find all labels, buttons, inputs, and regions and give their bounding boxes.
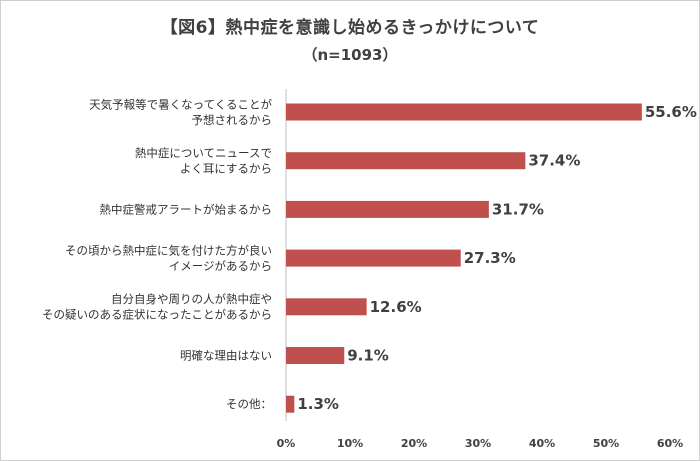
bar	[286, 249, 461, 267]
chart-title: 【図6】熱中症を意識し始めるきっかけについて	[160, 18, 540, 38]
category-label: イメージがあるから	[169, 259, 272, 273]
bar-value-label: 1.3%	[297, 395, 339, 413]
bar-value-label: 9.1%	[347, 347, 389, 365]
x-tick-label: 20%	[401, 437, 427, 450]
category-label: その疑いのある症状になったことがあるから	[42, 308, 272, 322]
bar-value-label: 12.6%	[370, 298, 422, 316]
chart-subtitle: （n=1093）	[302, 46, 398, 64]
category-label: 明確な理由はない	[180, 349, 272, 363]
bar-value-label: 27.3%	[464, 249, 516, 267]
category-label: 自分自身や周りの人が熱中症や	[111, 292, 272, 306]
bar	[286, 347, 345, 364]
category-label: 熱中症警戒アラートが始まるから	[100, 202, 273, 216]
category-label: よく耳にするから	[180, 161, 272, 175]
bar	[286, 298, 367, 316]
bar	[286, 103, 642, 121]
category-label: その頃から熱中症に気を付けた方が良い	[65, 243, 272, 257]
category-label: 天気予報等で暑くなってくることが	[89, 97, 272, 111]
category-label: 予想されるから	[192, 113, 273, 127]
bar	[286, 395, 295, 413]
bar	[286, 200, 489, 218]
bar-value-label: 37.4%	[528, 152, 580, 170]
bar	[286, 152, 526, 170]
category-label: その他：	[226, 397, 272, 411]
x-tick-label: 40%	[529, 437, 555, 450]
bar-value-label: 55.6%	[645, 103, 697, 121]
bar-value-label: 31.7%	[492, 200, 544, 218]
x-tick-label: 50%	[593, 437, 619, 450]
x-tick-label: 30%	[465, 437, 491, 450]
x-tick-label: 0%	[277, 437, 296, 450]
x-tick-label: 10%	[337, 437, 363, 450]
category-label: 熱中症についてニュースで	[135, 146, 272, 160]
x-tick-label: 60%	[657, 437, 683, 450]
